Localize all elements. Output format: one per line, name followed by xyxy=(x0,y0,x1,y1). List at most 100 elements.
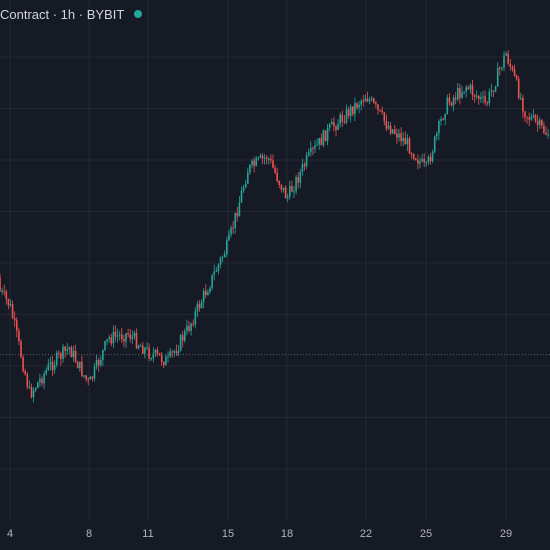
candle-down xyxy=(24,368,26,376)
candle-body xyxy=(240,190,243,203)
candle-body xyxy=(394,129,396,134)
candle-down xyxy=(417,154,419,170)
candle-body xyxy=(87,379,89,381)
candle-up xyxy=(209,285,211,294)
candle-body xyxy=(228,234,230,241)
candle-body xyxy=(226,240,228,255)
candle-body xyxy=(450,102,453,106)
candle-body xyxy=(316,144,318,146)
candle-body xyxy=(412,153,415,159)
candle-down xyxy=(171,349,173,358)
candle-down xyxy=(129,328,131,343)
time-axis-label: 18 xyxy=(280,528,294,540)
candle-body xyxy=(469,85,472,90)
candle-down xyxy=(478,94,480,105)
candle-body xyxy=(377,104,379,110)
candle-down xyxy=(276,167,278,183)
candle-body xyxy=(45,370,47,374)
candle-body xyxy=(47,364,50,371)
candle-up xyxy=(37,381,39,389)
candle-down xyxy=(484,90,486,106)
candle-body xyxy=(299,171,302,183)
candle-body xyxy=(509,63,512,68)
candle-body xyxy=(221,257,224,259)
candle-down xyxy=(536,114,539,132)
candle-down xyxy=(375,100,377,109)
candle-up xyxy=(259,153,262,159)
candle-up xyxy=(219,256,222,269)
candle-up xyxy=(95,354,98,370)
candle-up xyxy=(337,119,339,131)
candle-up xyxy=(360,98,362,111)
candle-down xyxy=(41,376,43,387)
time-axis-label: 22 xyxy=(359,528,373,540)
candle-body xyxy=(171,351,173,353)
candle-body xyxy=(303,164,306,167)
candle-body xyxy=(289,186,291,197)
candle-body xyxy=(526,116,528,118)
candle-up xyxy=(200,299,203,309)
candle-body xyxy=(431,152,434,162)
candle-body xyxy=(13,318,16,321)
candle-body xyxy=(265,157,268,159)
candle-body xyxy=(513,69,516,76)
candle-down xyxy=(18,327,20,346)
candle-body xyxy=(408,138,411,154)
candle-up xyxy=(503,51,505,72)
candle-body xyxy=(387,125,390,129)
candle-up xyxy=(207,289,209,296)
candle-body xyxy=(135,333,138,349)
candle-body xyxy=(381,110,383,113)
symbol-title[interactable]: Contract · 1h · BYBIT xyxy=(0,6,125,22)
candle-up xyxy=(496,62,499,87)
candle-body xyxy=(352,106,354,115)
candle-down xyxy=(522,94,524,119)
candle-body xyxy=(20,341,22,358)
candle-body xyxy=(110,337,113,344)
candle-up xyxy=(465,84,467,98)
candle-body xyxy=(524,111,526,117)
candle-body xyxy=(215,271,218,273)
candle-down xyxy=(85,374,87,382)
candle-body xyxy=(440,119,442,121)
candle-up xyxy=(530,113,533,122)
candle-body xyxy=(232,227,234,229)
candle-body xyxy=(331,122,333,125)
candle-up xyxy=(116,328,119,343)
candle-body xyxy=(547,134,549,136)
candle-up xyxy=(438,119,440,140)
candle-body xyxy=(70,347,73,358)
candle-body xyxy=(425,162,428,164)
candle-down xyxy=(412,153,415,161)
candle-down xyxy=(160,352,163,366)
candle-up xyxy=(286,193,289,203)
candle-down xyxy=(526,116,528,124)
candle-body xyxy=(347,109,350,116)
candle-up xyxy=(150,357,152,361)
candle-body xyxy=(318,137,320,145)
candle-up xyxy=(55,350,58,368)
time-axis-label: 11 xyxy=(142,528,154,540)
candle-up xyxy=(152,347,155,363)
candle-up xyxy=(62,344,64,363)
time-axis-label: 29 xyxy=(499,528,513,540)
candle-up xyxy=(251,159,253,169)
candle-up xyxy=(349,104,352,123)
candle-body xyxy=(236,212,239,217)
candle-body xyxy=(133,333,136,337)
candle-up xyxy=(402,131,404,147)
candle-body xyxy=(427,156,430,163)
candle-body xyxy=(49,362,52,365)
candle-up xyxy=(446,94,449,115)
grid-lines xyxy=(0,0,550,520)
candle-down xyxy=(499,65,501,76)
candle-body xyxy=(293,191,295,193)
candle-body xyxy=(541,119,543,126)
candle-up xyxy=(255,155,257,167)
candle-down xyxy=(347,106,350,119)
candle-body xyxy=(379,109,381,111)
candle-body xyxy=(116,335,119,337)
candle-body xyxy=(223,254,226,258)
